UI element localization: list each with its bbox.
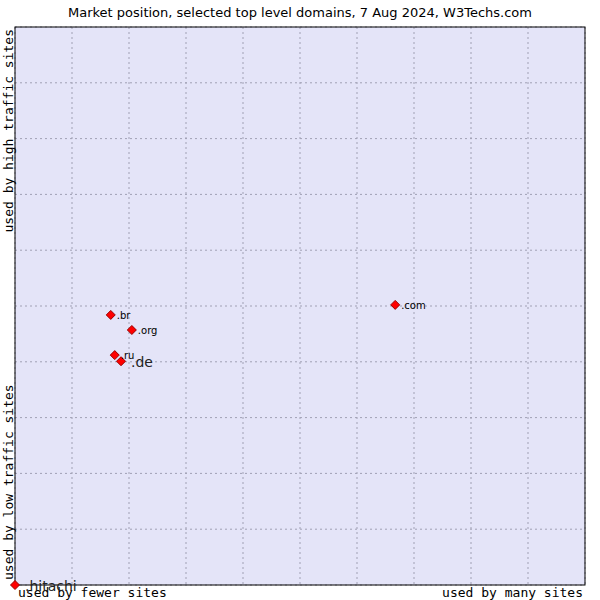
grid-line-y [15, 473, 585, 474]
point-label: .de [131, 354, 153, 370]
point-label: .hitachi [25, 578, 77, 594]
grid-line-y [15, 250, 585, 251]
point-marker [106, 310, 115, 319]
grid-line-x [243, 27, 244, 585]
grid-line-x [528, 27, 529, 585]
point-label: .org [138, 325, 158, 336]
point-marker [127, 325, 136, 334]
grid-line-y [15, 361, 585, 362]
point-marker [391, 300, 400, 309]
grid-line-y [15, 138, 585, 139]
y-axis-label: used by low traffic sites [1, 384, 16, 580]
plot-background [15, 27, 585, 585]
grid-line-y [15, 529, 585, 530]
chart-svg: Market position, selected top level doma… [0, 0, 600, 600]
grid-line-y [15, 194, 585, 195]
grid-line-y [15, 82, 585, 83]
y-axis-label: used by high traffic sites [1, 29, 16, 233]
chart-title: Market position, selected top level doma… [68, 5, 532, 20]
plot-frame [15, 27, 585, 585]
point-marker [11, 581, 20, 590]
marks [11, 300, 400, 589]
point-label: .com [401, 300, 426, 311]
chart-container: Market position, selected top level doma… [0, 0, 600, 600]
point-labels: .com.br.org.ru.de.hitachi [25, 300, 426, 594]
point-marker [110, 351, 119, 360]
grid-line-y [15, 417, 585, 418]
grid-line-y [15, 306, 585, 307]
grid-line-x [129, 27, 130, 585]
x-axis-label: used by many sites [442, 585, 583, 600]
point-label: .br [117, 310, 132, 321]
